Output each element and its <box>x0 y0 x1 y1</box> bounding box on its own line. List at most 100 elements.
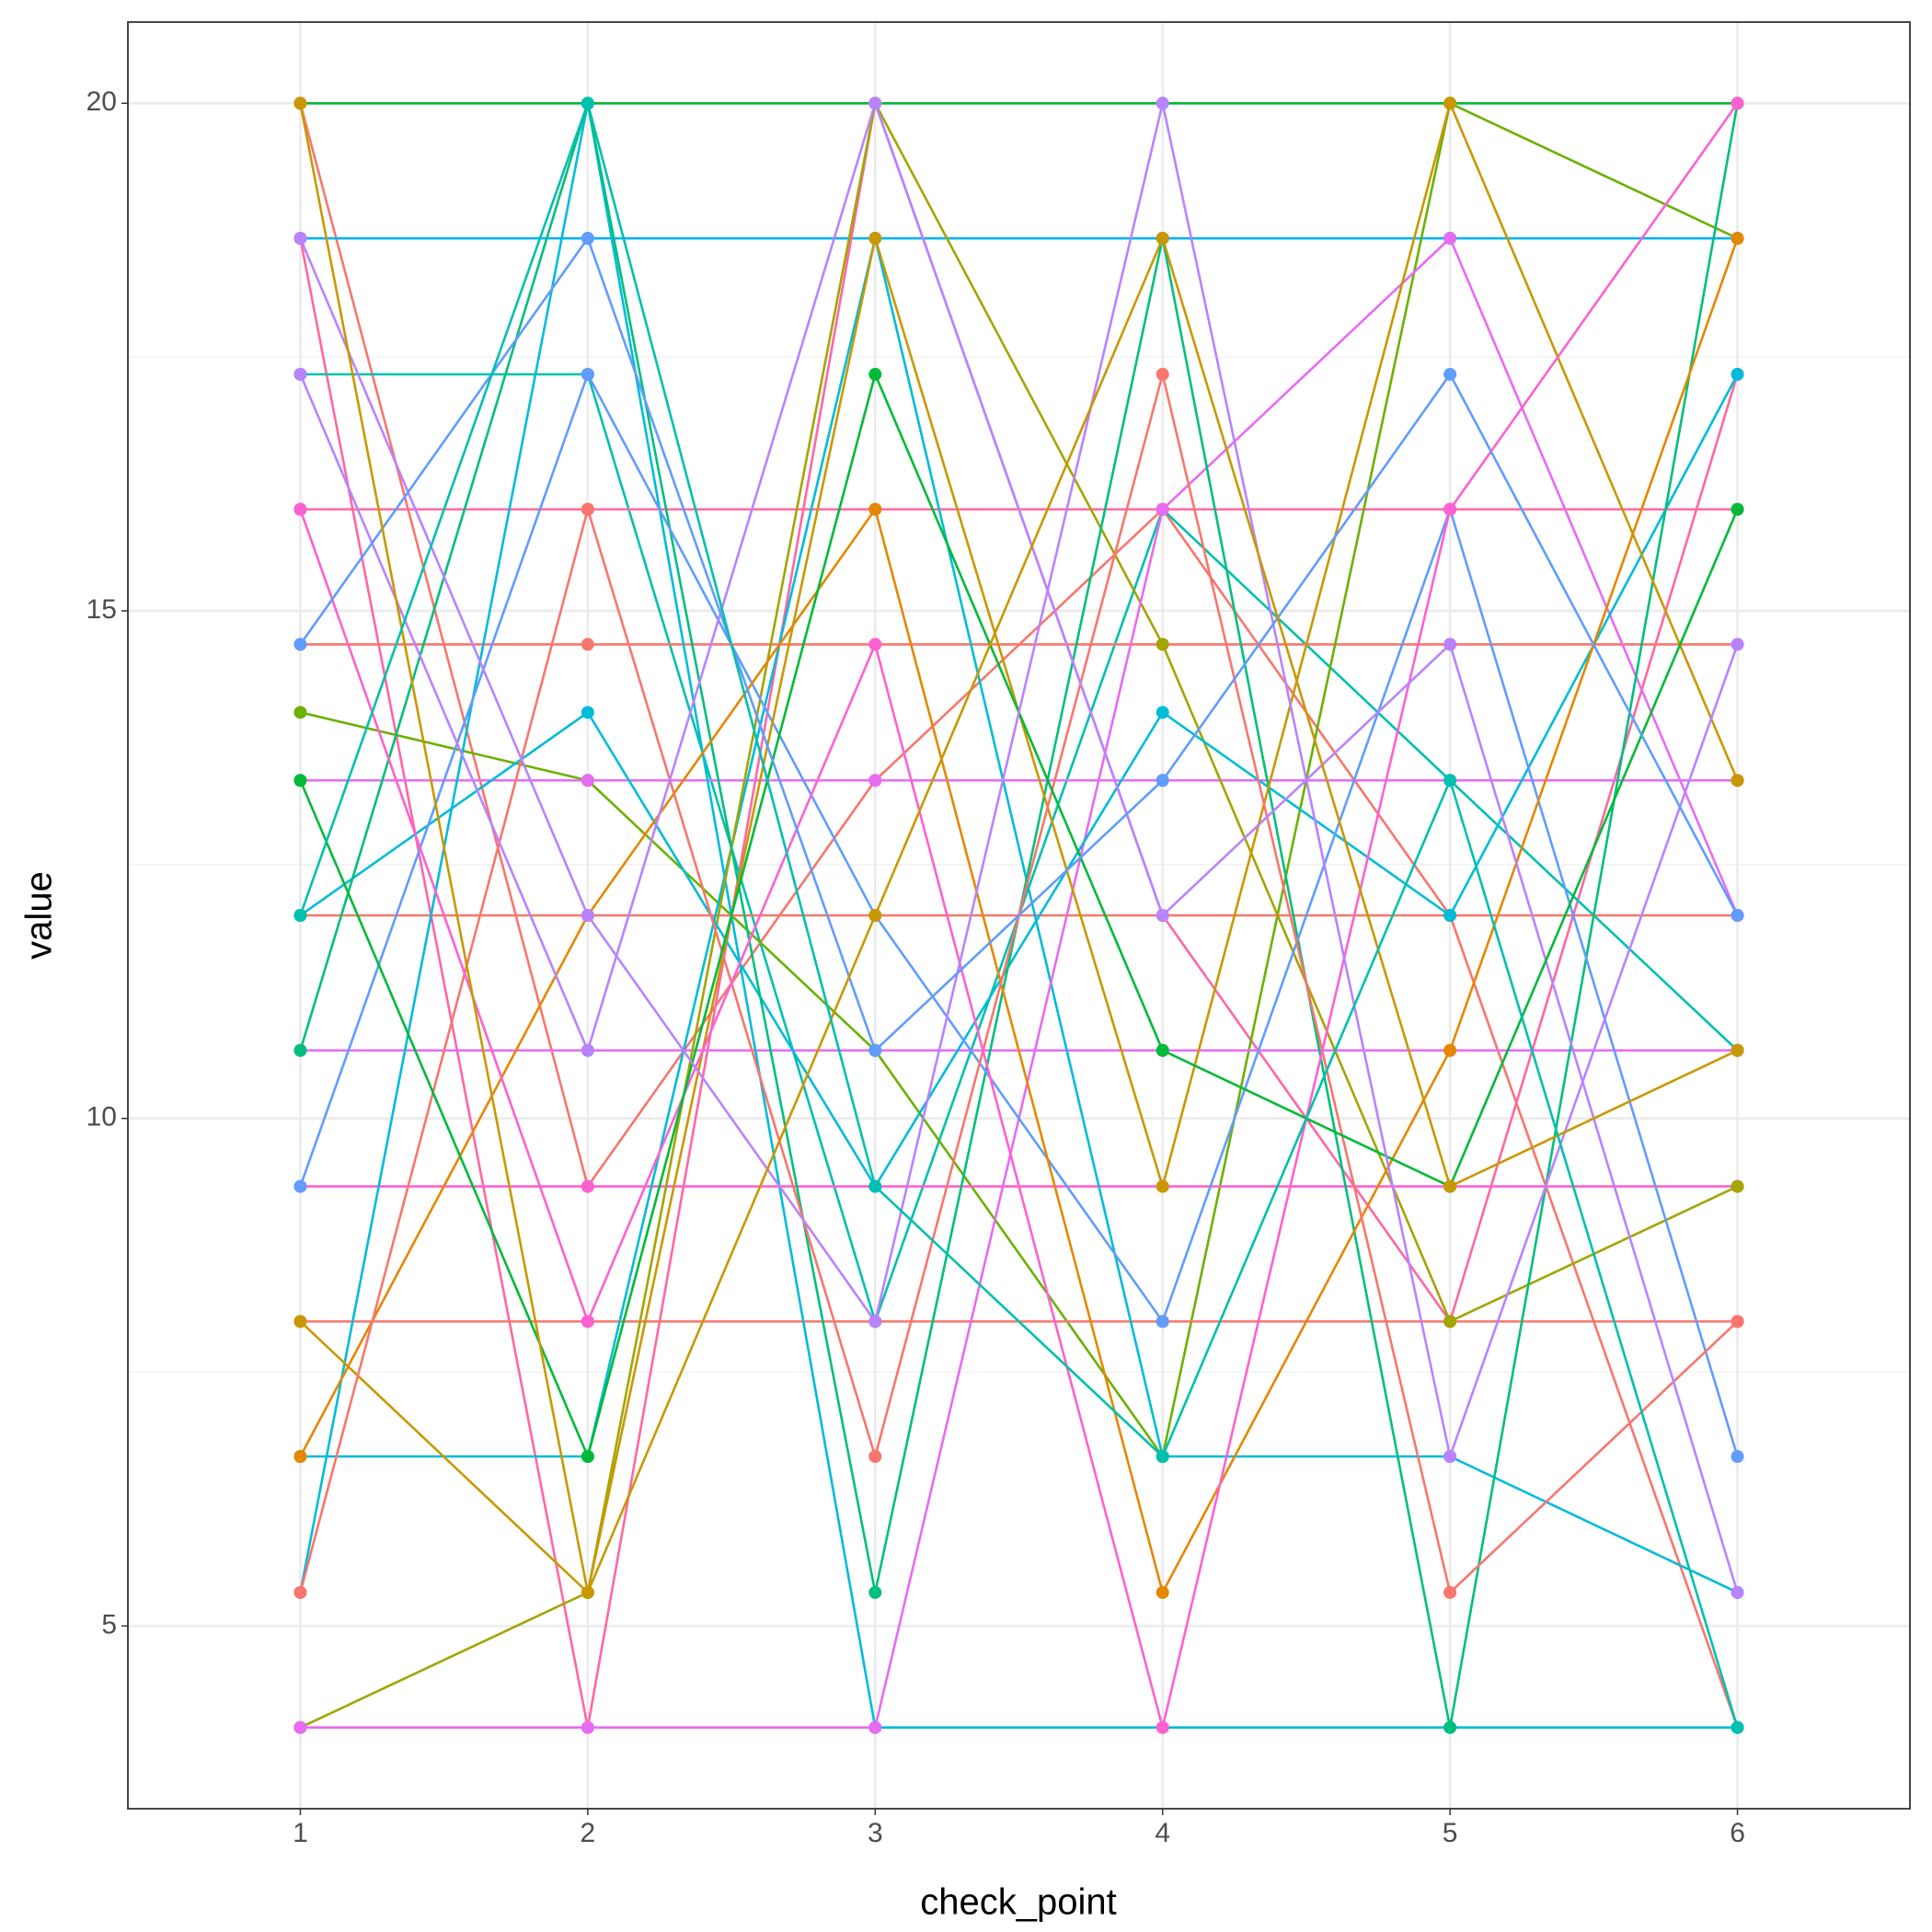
series-point <box>581 909 594 922</box>
series-point <box>1731 1315 1744 1328</box>
series-point <box>868 502 882 516</box>
x-axis-title: check_point <box>920 1882 1116 1923</box>
series-point <box>1156 367 1169 381</box>
series-point <box>581 1450 594 1464</box>
series-point <box>1156 502 1169 516</box>
series-line <box>299 98 1739 1729</box>
series-point <box>293 232 307 246</box>
series-line <box>300 101 1739 1460</box>
series-point <box>1443 1179 1457 1193</box>
series-point <box>868 638 882 651</box>
series-point <box>581 97 594 110</box>
series-point <box>293 97 307 110</box>
series-point <box>293 638 307 651</box>
series-line <box>299 99 1739 1729</box>
series-line <box>299 236 1739 1053</box>
series-point <box>1731 1043 1744 1057</box>
series-point <box>1443 1585 1457 1599</box>
x-tick-label: 2 <box>581 1818 596 1848</box>
series-point <box>1731 1179 1744 1193</box>
series-point <box>581 502 594 516</box>
series-point <box>293 1315 307 1328</box>
series-point <box>1156 1585 1169 1599</box>
series-point <box>1156 1315 1169 1328</box>
series-point <box>868 1720 882 1734</box>
series-point <box>1156 909 1169 922</box>
series-point <box>1443 774 1457 788</box>
series-point <box>1156 1043 1169 1057</box>
series-point <box>581 774 594 788</box>
series-point <box>1731 1450 1744 1464</box>
series-point <box>1156 232 1169 246</box>
series-point <box>1731 502 1744 516</box>
y-tick-label: 15 <box>86 594 117 625</box>
series-point <box>581 638 594 651</box>
series-point <box>293 1043 307 1057</box>
series-point <box>1443 909 1457 922</box>
series-point <box>1443 232 1457 246</box>
series-point <box>1731 774 1744 788</box>
series-point <box>1443 1450 1457 1464</box>
series-point <box>581 367 594 381</box>
series-point <box>293 367 307 381</box>
series-point <box>1443 367 1457 381</box>
series-point <box>1156 1179 1169 1193</box>
x-tick-label: 1 <box>293 1818 308 1848</box>
series-line <box>299 237 1739 1596</box>
series-line <box>299 371 1739 1457</box>
series-point <box>1731 638 1744 651</box>
series-point <box>293 1585 307 1599</box>
series-point <box>581 1179 594 1193</box>
series-line <box>299 99 1739 1593</box>
series-point <box>581 1585 594 1599</box>
series-point <box>581 706 594 719</box>
series-point <box>293 706 307 719</box>
series-point <box>1731 97 1744 110</box>
series-point <box>1156 97 1169 110</box>
series-point <box>581 1720 594 1734</box>
x-tick-label: 6 <box>1730 1818 1745 1848</box>
series-point <box>1156 1450 1169 1464</box>
series-point <box>868 1315 882 1328</box>
series-point <box>293 1450 307 1464</box>
y-axis-title: value <box>19 871 60 960</box>
series-point <box>868 367 882 381</box>
series-line <box>299 102 1739 1461</box>
series-point <box>581 1043 594 1057</box>
series-point <box>1731 1720 1744 1734</box>
plot-border <box>127 21 1911 1810</box>
series-point <box>1156 638 1169 651</box>
series-point <box>1443 502 1457 516</box>
series-point <box>868 232 882 246</box>
series-point <box>1443 1720 1457 1734</box>
series-point <box>868 1450 882 1464</box>
series-point <box>868 1043 882 1057</box>
series-line <box>299 102 1739 1729</box>
series-line <box>299 374 1739 1190</box>
y-tick-label: 10 <box>86 1102 117 1133</box>
y-tick-label: 20 <box>86 86 117 117</box>
x-tick-label: 5 <box>1443 1818 1458 1848</box>
series-point <box>868 1179 882 1193</box>
series-point <box>868 909 882 922</box>
series-point <box>1443 1043 1457 1057</box>
series-point <box>1156 706 1169 719</box>
series-point <box>868 97 882 110</box>
series-point <box>581 1315 594 1328</box>
series-point <box>1156 1720 1169 1734</box>
series-line <box>300 237 1739 1594</box>
y-tick-label: 5 <box>101 1609 117 1639</box>
series-point <box>293 909 307 922</box>
series-point <box>1731 232 1744 246</box>
series-point <box>1443 1315 1457 1328</box>
series-point <box>1731 367 1744 381</box>
series-point <box>293 1720 307 1734</box>
series-point <box>1443 97 1457 110</box>
series-point <box>868 1585 882 1599</box>
x-tick-label: 4 <box>1155 1818 1170 1848</box>
series-line <box>299 103 1738 1730</box>
series-point <box>581 232 594 246</box>
x-tick-label: 3 <box>868 1818 883 1848</box>
